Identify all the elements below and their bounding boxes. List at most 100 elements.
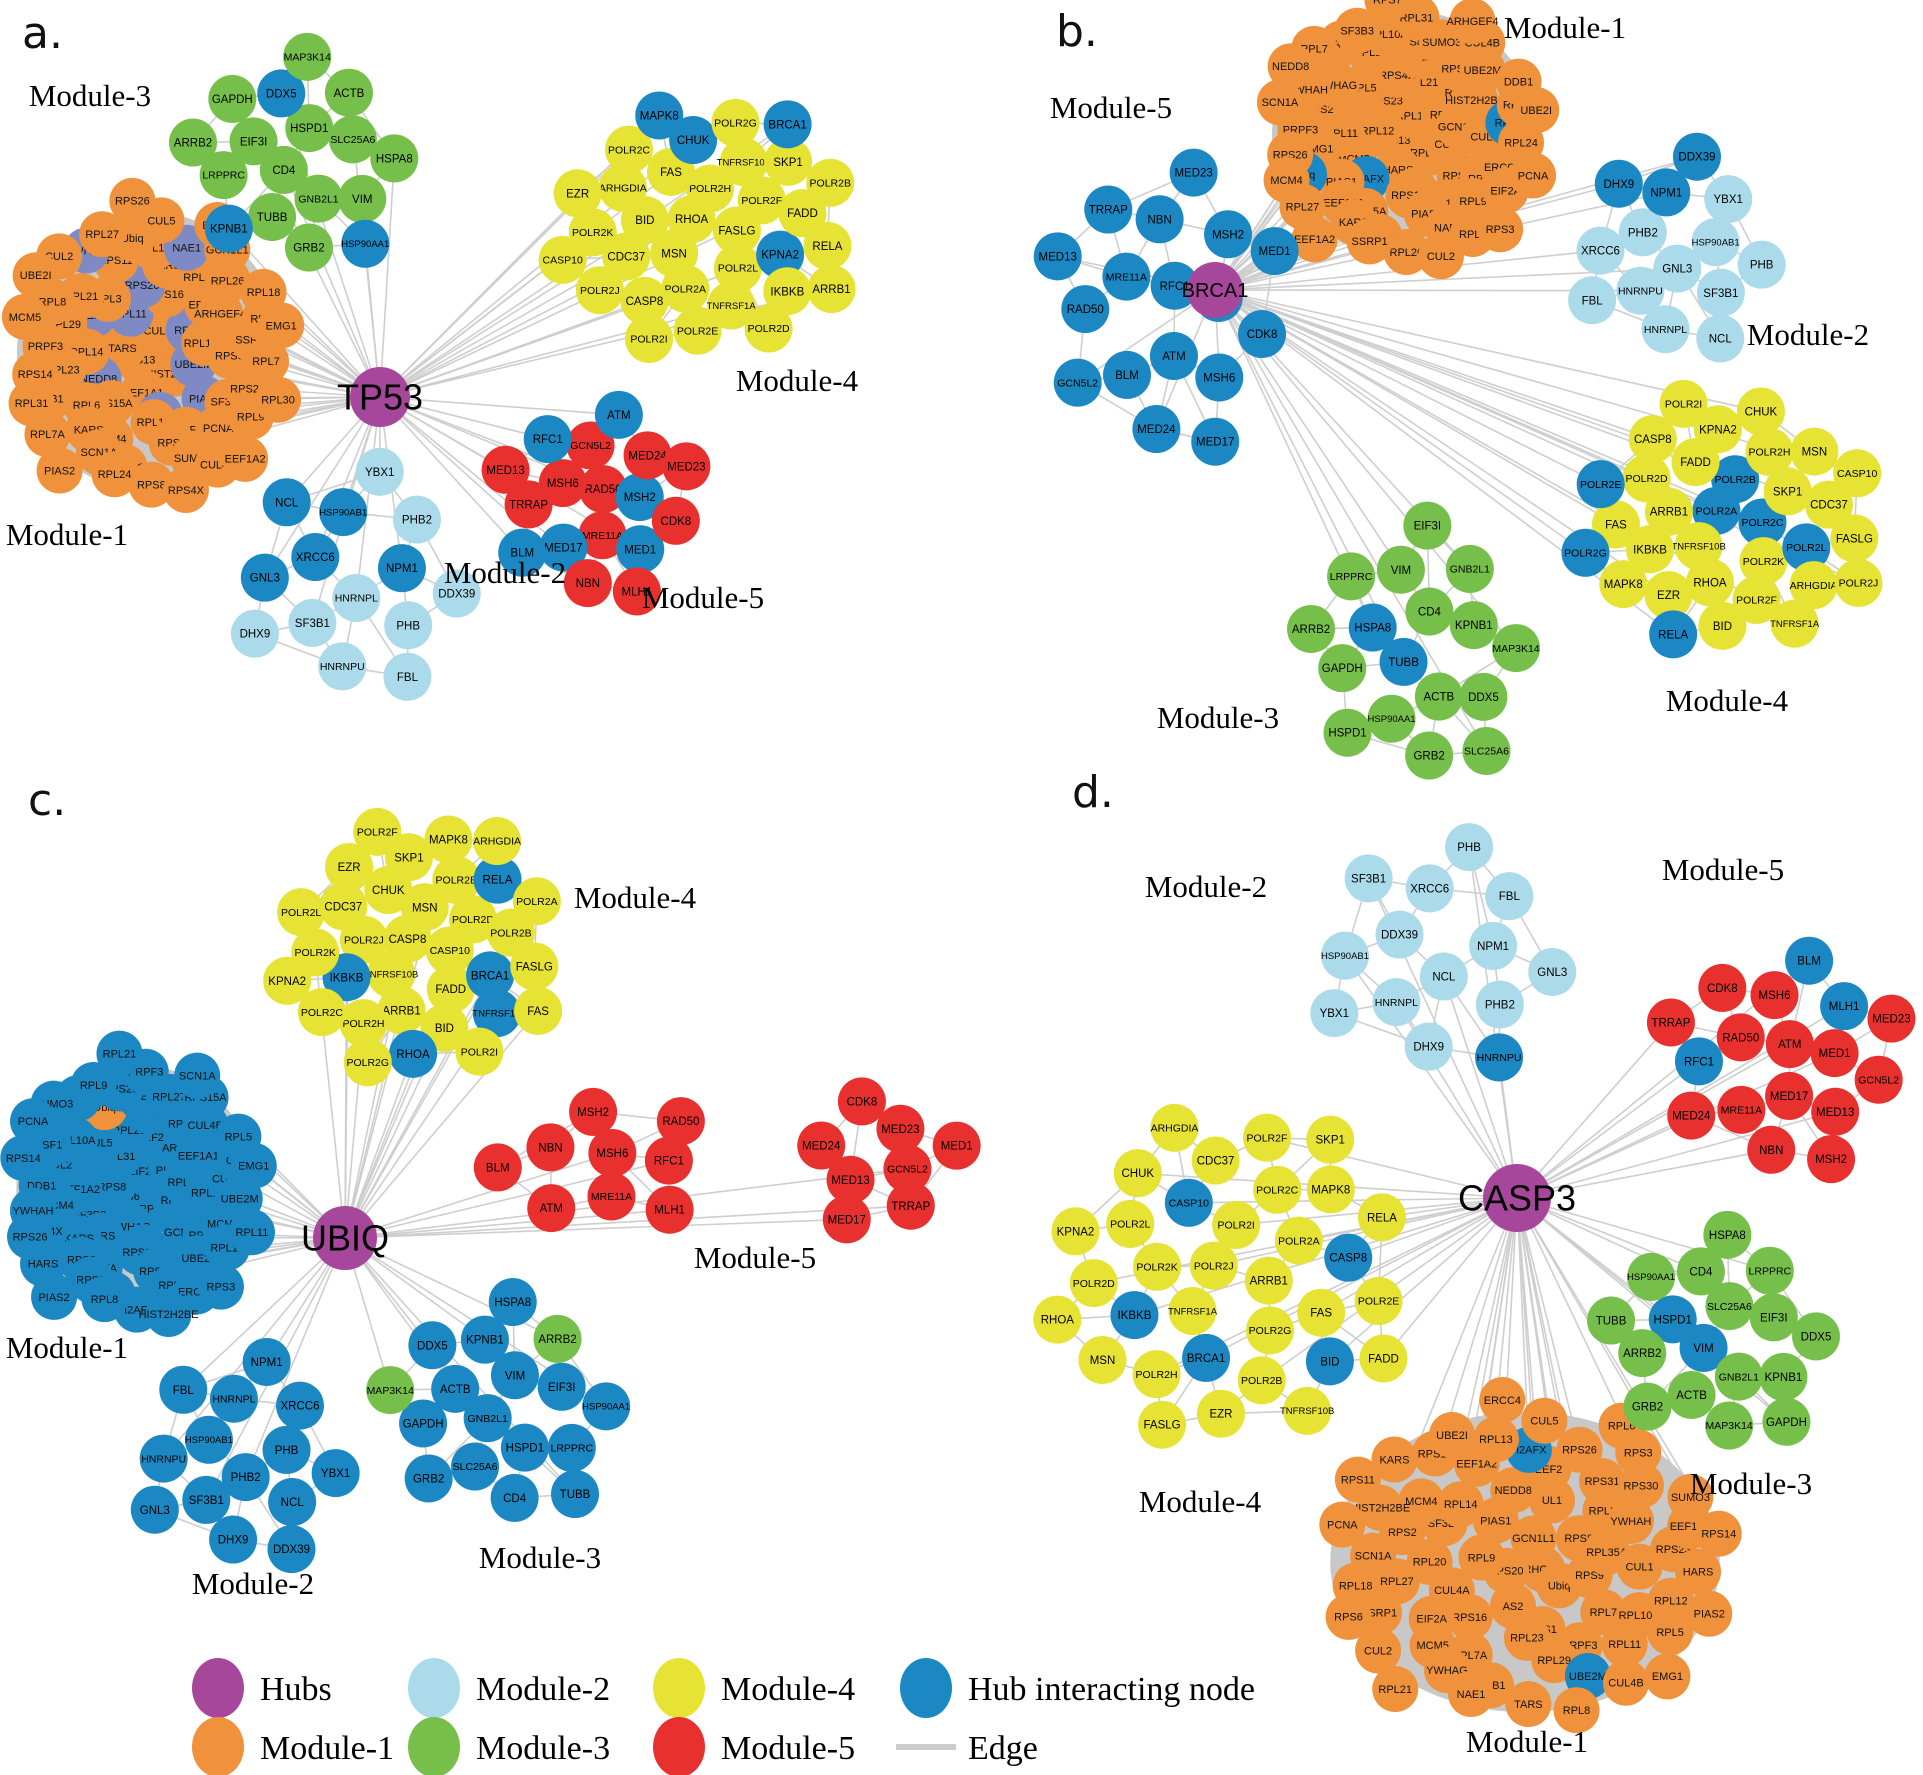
node-emg1: EMG1 (230, 1142, 277, 1189)
node-circle (1618, 208, 1667, 257)
node-circle (1344, 854, 1393, 903)
node-circle (1667, 1091, 1716, 1140)
node-cdk8: CDK8 (1698, 963, 1747, 1012)
node-label: EEF1A2 (1456, 1459, 1497, 1471)
node-circle (1703, 1210, 1752, 1259)
node-cd4: CD4 (259, 145, 308, 194)
node-rps4x: RPS4X (162, 466, 209, 513)
node-med24: MED24 (623, 431, 672, 480)
node-polr2e: POLR2E (1354, 1277, 1403, 1326)
node-label: SCN1A (1355, 1550, 1392, 1562)
node-circle (538, 235, 587, 284)
node-label: POLR2H (1748, 447, 1790, 459)
node-label: XRCC6 (1581, 246, 1620, 258)
node-label: DDX39 (273, 1544, 310, 1556)
node-label: POLR2K (1743, 556, 1784, 568)
node-label: RPL27 (1380, 1576, 1414, 1588)
label-d-module-5: Module-5 (1662, 852, 1784, 887)
node-polr2i: POLR2I (1659, 379, 1708, 428)
node-label: POLR2G (714, 117, 757, 129)
node-label: POLR2C (608, 144, 650, 156)
node-label: SF3B1 (189, 1495, 224, 1507)
node-label: PHB2 (1485, 1000, 1515, 1012)
node-label: POLR2C (1741, 517, 1783, 529)
node-label: MED23 (1174, 168, 1212, 180)
node-label: MSH6 (547, 478, 579, 490)
node-cdc37: CDC37 (1191, 1136, 1240, 1185)
node-circle (1568, 276, 1617, 325)
node-label: TARS (108, 343, 137, 355)
node-circle (259, 145, 308, 194)
node-label: PHB (1750, 260, 1774, 272)
node-circle (332, 573, 381, 622)
node-label: RPS30 (1623, 1480, 1658, 1492)
node-label: RPL21 (103, 1049, 137, 1061)
node-label: CDC37 (607, 251, 645, 263)
node-label: CDC37 (324, 901, 362, 913)
node-circle (662, 442, 711, 491)
node-chuk: CHUK (1113, 1149, 1162, 1198)
node-circle (1698, 963, 1747, 1012)
node-circle (707, 281, 756, 330)
node-label: DDX5 (266, 88, 297, 100)
node-circle (383, 652, 432, 701)
node-circle (1051, 1207, 1100, 1256)
node-med17: MED17 (822, 1195, 871, 1244)
node-label: PIAS2 (1694, 1609, 1725, 1621)
panel-b-module-5: RFC1ATMMRE11AMLH1BLMNBNMSH6RAD50MSH2MED2… (1033, 148, 1299, 466)
node-label: CDK8 (661, 516, 692, 528)
node-circle (455, 1027, 504, 1076)
node-circle (473, 1143, 522, 1192)
node-circle (763, 100, 812, 149)
node-label: PHB2 (1628, 227, 1658, 239)
panel-letter-b: b. (1056, 6, 1098, 57)
node-arhgdia: ARHGDIA (1789, 561, 1838, 610)
node-circle (1283, 1386, 1332, 1435)
node-vim: VIM (490, 1351, 539, 1400)
node-circle (1696, 268, 1745, 317)
node-label: RFC1 (1160, 281, 1190, 293)
node-label: KPNB1 (466, 1335, 504, 1347)
node-pias2: PIAS2 (36, 447, 83, 494)
node-gcn1l1: GCN1L1 (1510, 1515, 1557, 1562)
node-label: POLR2J (580, 285, 620, 297)
node-label: IKBKB (1118, 1310, 1152, 1322)
panel-c-module-1: RPL7RPS6EIF2ARPL35ARPS8PIAS1YWHAGRPL31RP… (0, 1030, 277, 1338)
node-label: PCNA (18, 1116, 49, 1128)
node-label: ARHGDIA (599, 182, 647, 194)
node-circle (208, 74, 257, 123)
node-circle (12, 252, 59, 299)
node-hnrnpu: HNRNPU (139, 1434, 188, 1483)
node-polr2c: POLR2C (1253, 1165, 1302, 1214)
node-label: MSH6 (1203, 372, 1235, 384)
node-label: TNFRSF10B (717, 157, 771, 168)
node-circle (1576, 226, 1625, 275)
node-circle (1150, 261, 1199, 310)
node-label: HSP90AB1 (1692, 237, 1740, 248)
node-label: POLR2D (452, 914, 494, 926)
node-circle (184, 1415, 233, 1464)
hub-ubiq: UBIQ (301, 1206, 389, 1270)
node-label: RPL9 (80, 1080, 108, 1092)
node-circle (1790, 427, 1839, 476)
node-rad50: RAD50 (1061, 285, 1110, 334)
node-label: HSP90AB1 (1321, 951, 1369, 962)
node-label: SKP1 (394, 852, 423, 864)
node-label: TNFRSF1A (707, 301, 757, 312)
node-label: RPS9 (1575, 1570, 1604, 1582)
node-label: YBX1 (1714, 194, 1743, 206)
node-label: TNFRSF10B (364, 969, 418, 980)
node-msh6: MSH6 (1750, 971, 1799, 1020)
node-label: POLR2L (1786, 542, 1826, 554)
node-circle (1449, 601, 1498, 650)
node-gcn5l2: GCN5L2 (566, 421, 615, 470)
node-label: DDB1 (1504, 76, 1533, 88)
node-map3k14: MAP3K14 (1705, 1401, 1754, 1450)
node-tnfrsf1a: TNFRSF1A (707, 281, 757, 330)
node-label: TRRAP (1089, 205, 1128, 217)
node-label: POLR2C (301, 1007, 343, 1019)
node-circle (243, 338, 290, 385)
node-ezr: EZR (325, 843, 374, 892)
node-circle (1704, 175, 1753, 224)
node-label: BID (435, 1023, 454, 1035)
